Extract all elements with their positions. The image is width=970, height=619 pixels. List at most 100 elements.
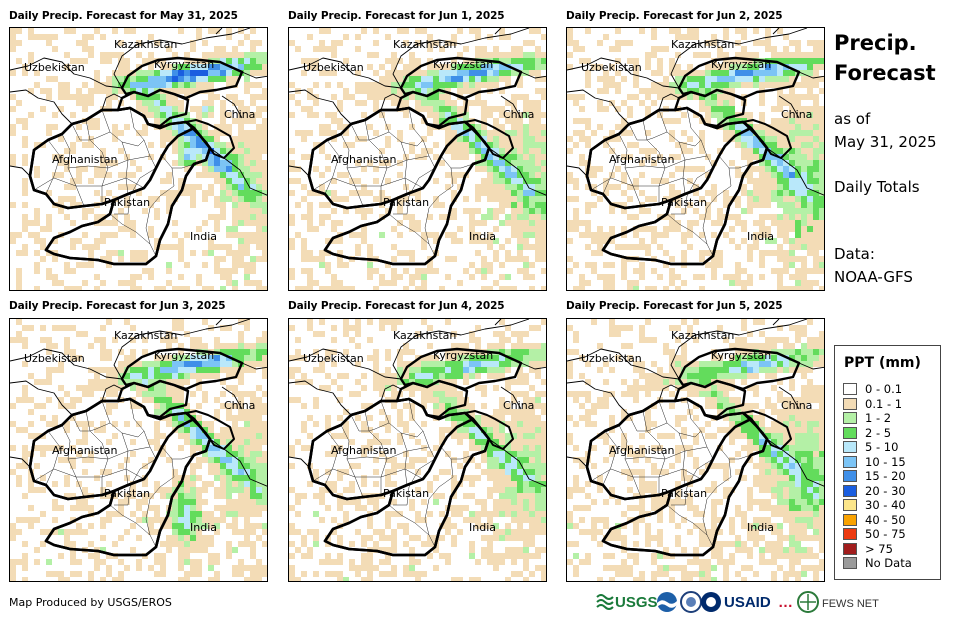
precip-cell (319, 499, 325, 505)
precip-cell (579, 94, 585, 100)
precip-cell (481, 262, 487, 268)
precip-cell (202, 439, 208, 445)
precip-cell (499, 52, 505, 58)
precip-cell (391, 325, 397, 331)
precip-cell (220, 118, 226, 124)
precip-cell (202, 160, 208, 166)
precip-cell (82, 106, 88, 112)
precip-cell (795, 40, 801, 46)
precip-cell (244, 220, 250, 226)
precip-cell (415, 106, 421, 112)
precip-cell (669, 58, 675, 64)
precip-cell (639, 268, 645, 274)
precip-cell (262, 130, 267, 136)
precip-cell (232, 160, 238, 166)
precip-cell (220, 274, 226, 280)
precip-cell (46, 130, 52, 136)
precip-cell (64, 148, 70, 154)
precip-cell (88, 457, 94, 463)
precip-cell (699, 70, 705, 76)
precip-cell (469, 481, 475, 487)
precip-cell (529, 343, 535, 349)
precip-cell (445, 397, 451, 403)
precip-cell (343, 421, 349, 427)
precip-cell (319, 262, 325, 268)
precip-cell (118, 499, 124, 505)
precip-cell (493, 250, 499, 256)
precip-cell (759, 82, 765, 88)
precip-cell (112, 421, 118, 427)
precip-cell (481, 100, 487, 106)
precip-cell (523, 232, 529, 238)
precip-cell (511, 457, 517, 463)
precip-cell (487, 214, 493, 220)
precip-cell (391, 373, 397, 379)
precip-cell (541, 166, 546, 172)
precip-cell (16, 28, 22, 34)
precip-cell (523, 439, 529, 445)
precip-cell (307, 214, 313, 220)
precip-cell (337, 553, 343, 559)
precip-cell (136, 130, 142, 136)
precip-cell (220, 190, 226, 196)
precip-cell (94, 166, 100, 172)
precip-cell (190, 64, 196, 70)
precip-cell (118, 577, 124, 581)
precip-cell (391, 403, 397, 409)
precip-cell (379, 214, 385, 220)
precip-cell (741, 76, 747, 82)
precip-cell (541, 238, 546, 244)
precip-cell (208, 421, 214, 427)
precip-cell (529, 397, 535, 403)
precip-cell (250, 196, 256, 202)
precip-cell (771, 196, 777, 202)
precip-cell (651, 28, 657, 34)
precip-cell (16, 40, 22, 46)
precip-cell (319, 214, 325, 220)
precip-cell (499, 184, 505, 190)
precip-cell (142, 94, 148, 100)
precip-cell (493, 331, 499, 337)
precip-cell (391, 244, 397, 250)
kyrgyzstan-outline (120, 56, 244, 100)
precip-cell (28, 505, 34, 511)
precip-cell (433, 118, 439, 124)
precip-cell (717, 262, 723, 268)
precip-cell (487, 421, 493, 427)
precip-cell (463, 379, 469, 385)
precip-cell (475, 94, 481, 100)
precip-cell (373, 439, 379, 445)
precip-cell (753, 232, 759, 238)
precip-cell (789, 94, 795, 100)
precip-cell (379, 451, 385, 457)
precip-cell (172, 403, 178, 409)
precip-cell (651, 226, 657, 232)
precip-cell (687, 178, 693, 184)
precip-cell (250, 190, 256, 196)
precip-cell (541, 88, 546, 94)
province-border (368, 422, 390, 432)
precip-cell (337, 397, 343, 403)
precip-cell (511, 190, 517, 196)
precip-cell (723, 70, 729, 76)
precip-cell (783, 130, 789, 136)
precip-cell (256, 337, 262, 343)
precip-cell (76, 136, 82, 142)
precip-cell (433, 76, 439, 82)
precip-cell (295, 529, 301, 535)
precip-cell (699, 256, 705, 262)
precip-cell (373, 385, 379, 391)
precip-cell (771, 82, 777, 88)
precip-cell (771, 148, 777, 154)
precip-cell (385, 457, 391, 463)
precip-cell (445, 232, 451, 238)
precip-cell (208, 166, 214, 172)
panel-title-2: Daily Precip. Forecast for Jun 1, 2025 (288, 10, 505, 22)
precip-cell (517, 214, 523, 220)
precip-cell (451, 214, 457, 220)
precip-cell (603, 232, 609, 238)
precip-cell (10, 238, 16, 244)
precip-cell (367, 88, 373, 94)
precip-cell (82, 421, 88, 427)
precip-cell (64, 166, 70, 172)
